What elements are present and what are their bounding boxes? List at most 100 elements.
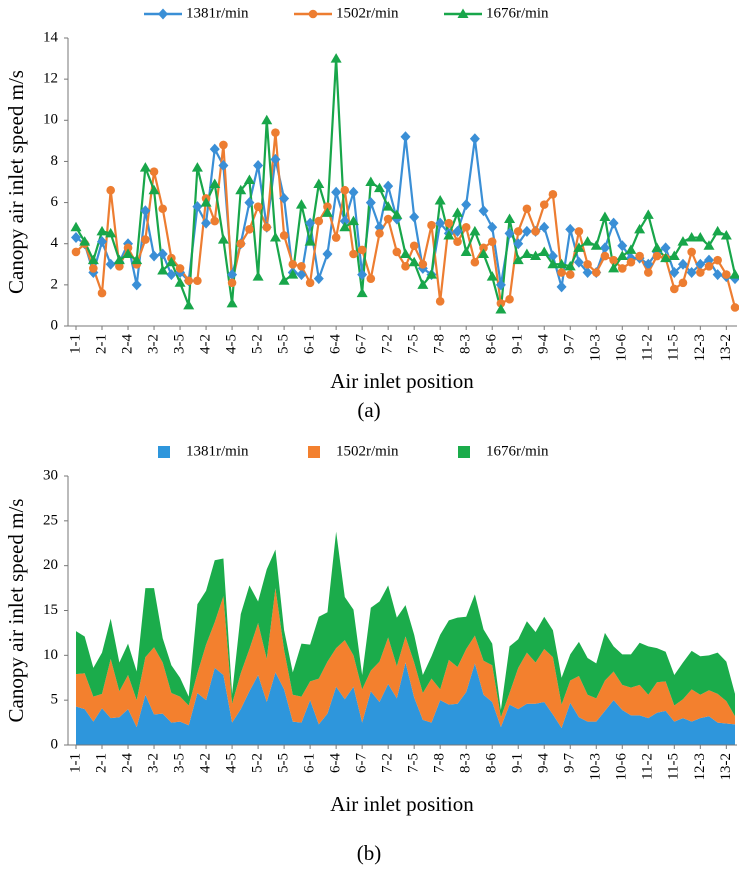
marker bbox=[538, 246, 550, 256]
marker bbox=[521, 248, 533, 258]
x-tick-label: 3-5 bbox=[171, 753, 187, 773]
marker bbox=[175, 264, 185, 273]
marker bbox=[287, 269, 299, 279]
marker bbox=[616, 250, 628, 261]
marker bbox=[373, 182, 385, 193]
x-tick-label: 3-5 bbox=[171, 334, 187, 354]
x-tick-label: 1-1 bbox=[67, 334, 83, 354]
marker bbox=[443, 229, 455, 240]
y-tick-label: 6 bbox=[51, 194, 59, 210]
marker bbox=[347, 215, 359, 226]
marker bbox=[686, 267, 697, 279]
marker bbox=[487, 221, 498, 233]
marker bbox=[651, 242, 663, 252]
marker bbox=[573, 256, 584, 268]
y-tick-label: 10 bbox=[43, 647, 58, 663]
x-tick-label: 8-3 bbox=[458, 334, 474, 354]
marker bbox=[461, 199, 472, 211]
marker bbox=[115, 262, 124, 271]
marker bbox=[141, 235, 150, 244]
marker bbox=[486, 271, 498, 281]
legend-label: 1381r/min bbox=[186, 5, 249, 21]
y-axis-title: Canopy air inlet speed m/s bbox=[4, 499, 28, 723]
marker bbox=[261, 114, 273, 125]
x-tick-label: 6-1 bbox=[302, 753, 318, 773]
marker bbox=[469, 133, 480, 145]
marker bbox=[304, 236, 316, 246]
marker bbox=[105, 258, 116, 270]
marker bbox=[218, 160, 229, 172]
x-tick-label: 1-1 bbox=[67, 753, 83, 773]
series-line bbox=[75, 132, 737, 308]
x-tick-label: 9-1 bbox=[510, 334, 526, 354]
marker bbox=[165, 256, 177, 267]
x-tick-label: 5-5 bbox=[276, 753, 292, 773]
marker bbox=[642, 209, 654, 219]
y-tick-label: 5 bbox=[51, 692, 59, 708]
marker bbox=[313, 273, 324, 285]
legend-label: 1502r/min bbox=[336, 443, 399, 459]
marker bbox=[391, 209, 403, 219]
marker bbox=[375, 229, 384, 238]
marker bbox=[356, 287, 368, 298]
marker bbox=[192, 201, 203, 213]
marker bbox=[704, 262, 714, 271]
marker bbox=[330, 53, 342, 63]
y-tick-label: 8 bbox=[51, 153, 59, 169]
marker bbox=[600, 251, 610, 261]
x-tick-label: 7-2 bbox=[380, 334, 396, 354]
x-tick-label: 9-7 bbox=[562, 334, 578, 354]
marker bbox=[314, 216, 324, 226]
marker bbox=[677, 258, 688, 270]
marker bbox=[478, 205, 489, 217]
marker bbox=[305, 217, 316, 229]
y-tick-label: 30 bbox=[43, 467, 58, 483]
marker bbox=[209, 143, 220, 155]
marker bbox=[694, 232, 706, 242]
marker bbox=[123, 243, 133, 253]
marker bbox=[295, 199, 307, 209]
marker bbox=[530, 250, 542, 261]
marker bbox=[184, 276, 194, 286]
x-tick-label: 5-2 bbox=[250, 753, 266, 773]
legend-label: 1676r/min bbox=[486, 5, 549, 21]
marker bbox=[245, 225, 254, 234]
marker bbox=[321, 207, 333, 217]
marker bbox=[253, 160, 264, 172]
x-tick-label: 11-5 bbox=[666, 334, 682, 361]
x-tick-label: 7-8 bbox=[432, 334, 448, 354]
marker bbox=[227, 269, 238, 281]
marker bbox=[236, 239, 246, 249]
marker bbox=[349, 249, 358, 259]
marker bbox=[556, 281, 567, 293]
marker bbox=[695, 258, 706, 270]
marker bbox=[174, 277, 186, 287]
marker bbox=[573, 242, 585, 252]
marker bbox=[322, 248, 333, 260]
marker bbox=[504, 227, 515, 239]
marker bbox=[262, 222, 272, 232]
x-axis-title: Air inlet position bbox=[330, 792, 474, 816]
x-tick-label: 8-6 bbox=[484, 753, 500, 773]
marker bbox=[97, 236, 108, 248]
marker bbox=[113, 254, 125, 265]
marker bbox=[210, 216, 220, 226]
y-axis-title: Canopy air inlet speed m/s bbox=[4, 70, 28, 294]
x-tick-label: 4-5 bbox=[224, 334, 240, 354]
x-tick-label: 6-4 bbox=[328, 334, 344, 354]
marker bbox=[131, 279, 142, 291]
series-line bbox=[75, 58, 737, 310]
legend-label: 1676r/min bbox=[486, 443, 549, 459]
marker bbox=[149, 167, 159, 177]
x-tick-label: 6-1 bbox=[302, 334, 318, 354]
marker bbox=[729, 269, 739, 279]
marker bbox=[583, 259, 592, 269]
legend-swatch bbox=[158, 446, 170, 458]
marker bbox=[608, 262, 620, 273]
panel-label: (b) bbox=[357, 841, 382, 865]
marker bbox=[457, 8, 469, 18]
x-tick-label: 5-5 bbox=[276, 334, 292, 354]
x-tick-label: 6-4 bbox=[328, 753, 344, 773]
marker bbox=[713, 255, 722, 265]
